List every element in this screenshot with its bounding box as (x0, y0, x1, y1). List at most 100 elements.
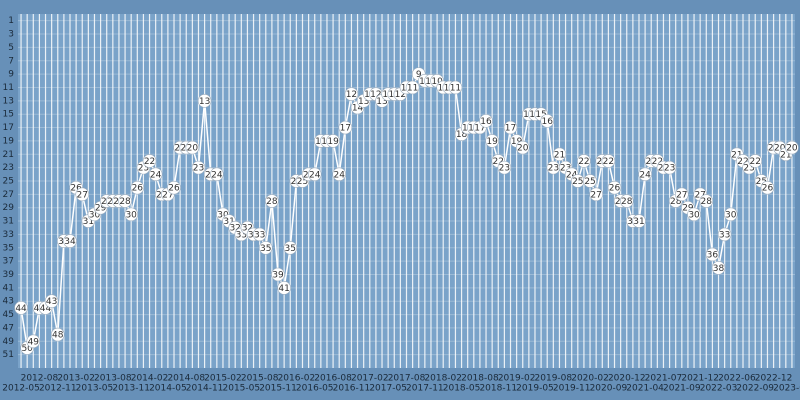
data-label: 27 (694, 190, 705, 200)
y-tick-label: 9 (8, 70, 14, 80)
data-point (210, 167, 224, 182)
data-point (277, 281, 291, 295)
data-label: 15 (535, 110, 546, 120)
data-label: 9 (416, 70, 422, 80)
data-point (515, 140, 530, 155)
y-tick-label: 31 (3, 217, 14, 227)
data-point (497, 160, 512, 175)
data-point (632, 214, 646, 228)
data-point (185, 140, 200, 155)
data-label: 10 (431, 77, 443, 87)
x-tick-label: 2018-11 (479, 384, 517, 394)
data-point (675, 187, 689, 202)
data-label: 17 (340, 124, 351, 134)
x-tick-label: 2016-02 (278, 374, 316, 384)
x-tick-label: 2019-08 (535, 374, 573, 384)
data-label: 25 (756, 177, 767, 187)
data-point (405, 80, 420, 95)
data-label: 44 (15, 304, 27, 314)
y-tick-label: 49 (3, 337, 15, 347)
data-point (142, 154, 157, 168)
x-tick-label: 2019-02 (498, 374, 536, 384)
data-point (601, 154, 616, 168)
data-label: 17 (474, 124, 485, 134)
data-point (448, 80, 463, 95)
y-tick-label: 45 (3, 310, 14, 320)
data-label: 48 (52, 331, 64, 341)
data-label: 26 (132, 184, 144, 194)
data-label: 30 (725, 210, 737, 220)
data-label: 22 (578, 157, 589, 167)
x-tick-label: 2016-05 (296, 384, 334, 394)
data-label: 29 (95, 204, 107, 214)
data-label: 28 (701, 197, 713, 207)
data-label: 28 (670, 197, 682, 207)
data-label: 24 (309, 170, 321, 180)
data-point (265, 194, 279, 208)
data-label: 33 (719, 230, 730, 240)
data-label: 22 (737, 157, 748, 167)
y-tick-label: 39 (3, 270, 15, 280)
data-label: 27 (590, 190, 601, 200)
x-tick-label: 2014-08 (167, 374, 205, 384)
y-tick-label: 1 (8, 16, 14, 26)
data-point (705, 247, 720, 262)
data-point (26, 334, 41, 349)
y-tick-label: 11 (3, 83, 14, 93)
data-point (326, 134, 340, 148)
data-label: 34 (64, 237, 76, 247)
x-tick-label: 2021-07 (645, 374, 683, 384)
x-tick-label: 2022-06 (718, 374, 756, 384)
data-label: 24 (566, 170, 578, 180)
data-label: 32 (229, 224, 240, 234)
data-label: 22 (144, 157, 155, 167)
data-label: 44 (40, 304, 52, 314)
data-label: 11 (407, 83, 418, 93)
x-tick-label: 2020-12 (608, 374, 646, 384)
y-tick-label: 47 (3, 323, 14, 333)
x-tick-label: 2017-05 (369, 384, 407, 394)
data-label: 39 (272, 270, 284, 280)
data-point (258, 240, 273, 255)
data-label: 17 (505, 124, 516, 134)
data-label: 20 (517, 144, 529, 154)
data-point (75, 187, 90, 202)
data-label: 50 (21, 344, 33, 354)
data-point (589, 187, 603, 202)
data-point (717, 227, 732, 242)
data-label: 24 (211, 170, 223, 180)
x-tick-label: 2022-09 (736, 384, 774, 394)
x-tick-label: 2013-02 (57, 374, 95, 384)
y-tick-label: 17 (3, 123, 14, 133)
data-label: 23 (193, 164, 204, 174)
data-label: 23 (560, 164, 571, 174)
y-tick-label: 25 (3, 176, 14, 186)
data-point (197, 94, 212, 108)
data-label: 28 (119, 197, 131, 207)
data-point (338, 120, 353, 135)
data-label: 20 (187, 144, 199, 154)
data-label: 16 (480, 117, 492, 127)
data-label: 23 (664, 164, 675, 174)
data-label: 21 (554, 150, 565, 160)
y-tick-label: 37 (3, 257, 14, 267)
y-tick-label: 15 (3, 110, 14, 120)
data-point (167, 180, 181, 195)
data-label: 26 (609, 184, 621, 194)
y-tick-label: 23 (3, 163, 14, 173)
x-tick-label: 2019-11 (553, 384, 591, 394)
data-label: 22 (750, 157, 761, 167)
data-point (124, 207, 138, 222)
y-tick-label: 27 (3, 190, 14, 200)
data-point (148, 167, 163, 182)
data-label: 16 (541, 117, 553, 127)
data-label: 21 (731, 150, 742, 160)
data-point (583, 174, 597, 188)
x-tick-label: 2022-12 (755, 374, 793, 384)
data-point (44, 294, 59, 309)
x-tick-label: 2015-08 (241, 374, 279, 384)
x-tick-label: 2012-11 (39, 384, 77, 394)
x-tick-label: 2020-09 (590, 384, 628, 394)
data-label: 26 (70, 184, 82, 194)
